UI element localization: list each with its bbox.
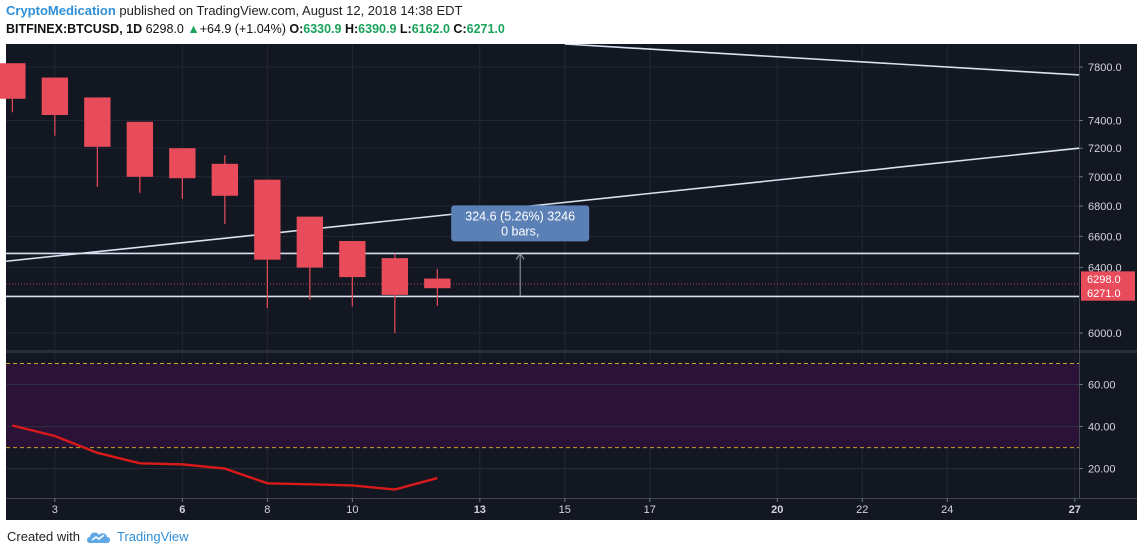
candle-body bbox=[0, 63, 26, 99]
time-tick-label: 6 bbox=[179, 504, 185, 516]
candle-body bbox=[381, 258, 409, 295]
time-tick-label: 20 bbox=[771, 504, 783, 516]
open-value: 6330.9 bbox=[303, 22, 342, 36]
time-axis[interactable] bbox=[6, 498, 1137, 520]
candle-body bbox=[211, 163, 239, 196]
time-tick-label: 3 bbox=[52, 504, 58, 516]
publish-line: CryptoMedication published on TradingVie… bbox=[6, 3, 462, 18]
time-tick-label: 10 bbox=[346, 504, 358, 516]
measure-box bbox=[451, 205, 590, 242]
candle-body bbox=[41, 77, 69, 115]
measure-text-main: 324.6 (5.26%) 3246 bbox=[465, 209, 575, 223]
up-arrow-icon: ▲ bbox=[187, 22, 200, 36]
candle-body bbox=[254, 179, 281, 260]
candle-body bbox=[296, 216, 324, 268]
price-label-box bbox=[1081, 285, 1135, 301]
candle-body bbox=[126, 121, 154, 177]
time-tick-label: 27 bbox=[1069, 504, 1081, 516]
high-value: 6390.9 bbox=[358, 22, 397, 36]
price-tick-label: 6000.0 bbox=[1088, 328, 1122, 340]
time-tick-label: 17 bbox=[644, 504, 656, 516]
created-with-label: Created with bbox=[7, 529, 80, 544]
low-label: L: bbox=[399, 22, 412, 36]
price-tick-label: 6600.0 bbox=[1088, 231, 1122, 243]
candle-body bbox=[339, 241, 366, 278]
price-tick-label: 7000.0 bbox=[1088, 172, 1122, 184]
price-tick-label: 6800.0 bbox=[1088, 201, 1122, 213]
author-link[interactable]: CryptoMedication bbox=[6, 3, 116, 18]
chart-header: CryptoMedication published on TradingVie… bbox=[0, 0, 1137, 44]
symbol-label[interactable]: BITFINEX:BTCUSD, 1D bbox=[6, 22, 143, 36]
price-label-text: 6298.0 bbox=[1087, 274, 1121, 286]
rsi-band bbox=[6, 363, 1079, 448]
close-value: 6271.0 bbox=[466, 22, 505, 36]
measure-text-bars: 0 bars, bbox=[501, 224, 539, 238]
price-label-box bbox=[1081, 271, 1135, 287]
candle-body bbox=[169, 148, 196, 179]
tradingview-link[interactable]: TradingView bbox=[117, 529, 189, 544]
rsi-tick-label: 40.00 bbox=[1088, 422, 1116, 434]
price-change: +64.9 (+1.04%) bbox=[199, 22, 286, 36]
price-label-text: 6271.0 bbox=[1087, 288, 1121, 300]
time-tick-label: 13 bbox=[474, 504, 486, 516]
time-tick-label: 8 bbox=[264, 504, 270, 516]
publish-info: published on TradingView.com, August 12,… bbox=[119, 3, 463, 18]
symbol-line: BITFINEX:BTCUSD, 1D 6298.0 ▲+64.9 (+1.04… bbox=[6, 22, 505, 36]
price-tick-label: 7400.0 bbox=[1088, 115, 1122, 127]
close-label: C: bbox=[453, 22, 467, 36]
open-label: O: bbox=[289, 22, 304, 36]
price-pane[interactable] bbox=[6, 44, 1079, 350]
time-tick-label: 22 bbox=[856, 504, 868, 516]
time-tick-label: 24 bbox=[941, 504, 953, 516]
candle-body bbox=[424, 278, 451, 289]
rsi-tick-label: 60.00 bbox=[1088, 380, 1116, 392]
high-label: H: bbox=[344, 22, 359, 36]
last-price: 6298.0 bbox=[145, 22, 184, 36]
tradingview-cloud-icon[interactable] bbox=[86, 528, 112, 546]
candle-body bbox=[84, 97, 111, 147]
rsi-tick-label: 20.00 bbox=[1088, 464, 1116, 476]
time-tick-label: 15 bbox=[559, 504, 571, 516]
price-axis[interactable] bbox=[1079, 44, 1137, 498]
chart-footer: Created with TradingView bbox=[0, 520, 1137, 554]
low-value: 6162.0 bbox=[411, 22, 450, 36]
trendline bbox=[5, 147, 1080, 263]
price-tick-label: 7800.0 bbox=[1088, 62, 1122, 74]
measure-arrow-head bbox=[515, 252, 525, 260]
trendline bbox=[564, 44, 1080, 76]
chart-canvas[interactable]: 324.6 (5.26%) 3246 0 bars, 3 6 8 10 13 15 17 20… bbox=[0, 44, 1137, 520]
price-tick-label: 7200.0 bbox=[1088, 143, 1122, 155]
